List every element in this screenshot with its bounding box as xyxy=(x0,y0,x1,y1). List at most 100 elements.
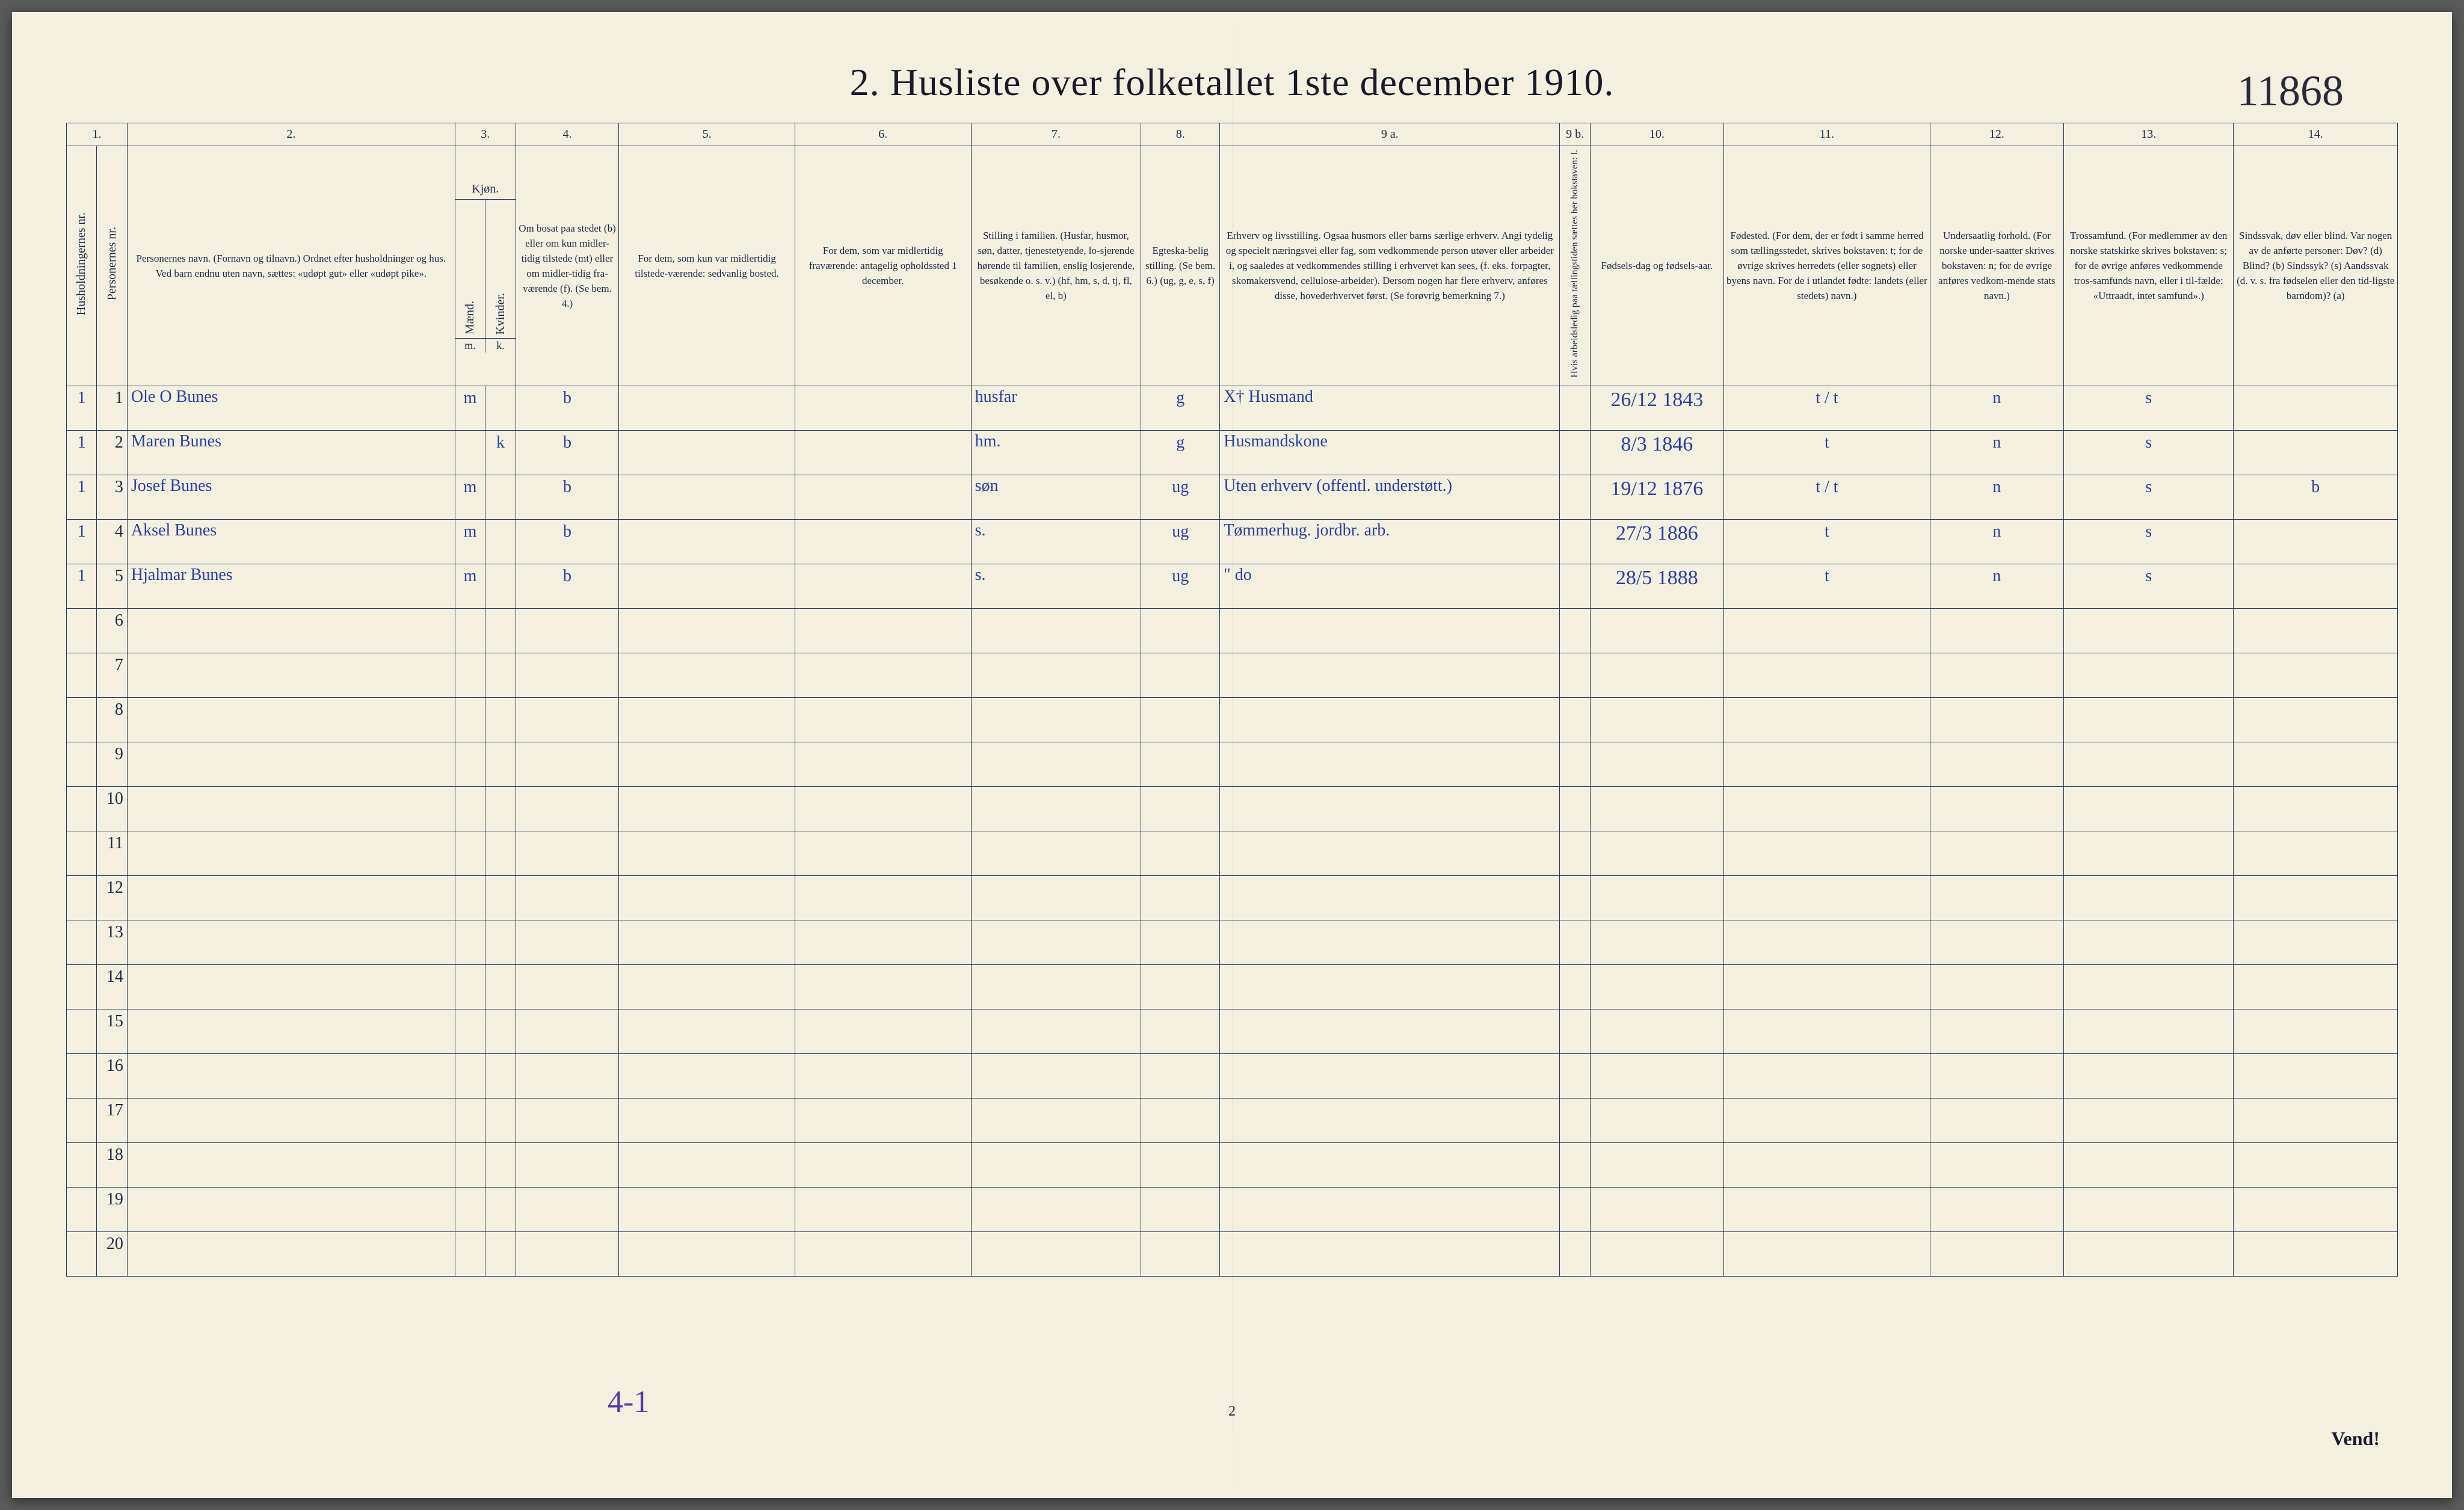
cell-residence: b xyxy=(516,386,619,430)
cell-religion xyxy=(2063,786,2234,831)
cell-family-pos xyxy=(971,742,1141,786)
cell-name xyxy=(127,653,455,697)
cell-nationality xyxy=(1930,1053,2063,1098)
cell-unemployed xyxy=(1560,697,1590,742)
cell-birthplace xyxy=(1723,875,1930,920)
hdr-occupation: Erhverv og livsstilling. Ogsaa husmors e… xyxy=(1220,146,1560,386)
column-number-row: 1. 2. 3. 4. 5. 6. 7. 8. 9 a. 9 b. 10. 11… xyxy=(67,123,2398,146)
cell-residence xyxy=(516,1187,619,1231)
table-row: 8 xyxy=(67,697,2398,742)
hdr-birthplace: Fødested. (For dem, der er født i samme … xyxy=(1723,146,1930,386)
cell-temp-present xyxy=(619,875,795,920)
cell-sex-k xyxy=(485,386,516,430)
cell-sex-k xyxy=(485,1231,516,1276)
cell-hh xyxy=(67,697,97,742)
cell-occupation: Uten erhverv (offentl. understøtt.) xyxy=(1220,475,1560,519)
cell-residence xyxy=(516,1231,619,1276)
hdr-disability: Sindssvak, døv eller blind. Var nogen av… xyxy=(2234,146,2398,386)
table-row: 15 xyxy=(67,1009,2398,1053)
cell-religion xyxy=(2063,831,2234,875)
cell-sex-m xyxy=(455,1009,485,1053)
table-row: 17 xyxy=(67,1098,2398,1142)
cell-occupation: " do xyxy=(1220,564,1560,608)
cell-birthdate: 8/3 1846 xyxy=(1590,430,1723,475)
cell-unemployed xyxy=(1560,1098,1590,1142)
cell-marital: ug xyxy=(1141,519,1220,564)
cell-sex-k xyxy=(485,831,516,875)
cell-name xyxy=(127,964,455,1009)
colnum-5: 5. xyxy=(619,123,795,146)
cell-sex-k xyxy=(485,1053,516,1098)
cell-name xyxy=(127,1098,455,1142)
cell-religion xyxy=(2063,964,2234,1009)
cell-rownum: 16 xyxy=(97,1053,127,1098)
cell-rownum: 8 xyxy=(97,697,127,742)
cell-occupation xyxy=(1220,1142,1560,1187)
cell-birthplace xyxy=(1723,653,1930,697)
table-row: 11 xyxy=(67,831,2398,875)
cell-occupation xyxy=(1220,786,1560,831)
cell-temp-present xyxy=(619,386,795,430)
cell-residence: b xyxy=(516,564,619,608)
cell-birthplace xyxy=(1723,608,1930,653)
vend-label: Vend! xyxy=(2331,1428,2380,1450)
cell-unemployed xyxy=(1560,742,1590,786)
cell-temp-present xyxy=(619,831,795,875)
cell-birthdate xyxy=(1590,1053,1723,1098)
hdr-name: Personernes navn. (Fornavn og tilnavn.) … xyxy=(127,146,455,386)
table-row: 6 xyxy=(67,608,2398,653)
cell-hh xyxy=(67,786,97,831)
cell-occupation xyxy=(1220,608,1560,653)
cell-hh xyxy=(67,653,97,697)
cell-religion xyxy=(2063,653,2234,697)
cell-family-pos xyxy=(971,1053,1141,1098)
cell-residence xyxy=(516,875,619,920)
cell-sex-k xyxy=(485,1187,516,1231)
cell-family-pos xyxy=(971,1187,1141,1231)
cell-disability xyxy=(2234,742,2398,786)
cell-religion xyxy=(2063,1187,2234,1231)
cell-unemployed xyxy=(1560,1142,1590,1187)
colnum-2: 2. xyxy=(127,123,455,146)
cell-temp-present xyxy=(619,430,795,475)
table-row: 20 xyxy=(67,1231,2398,1276)
cell-family-pos xyxy=(971,875,1141,920)
cell-nationality xyxy=(1930,697,2063,742)
cell-hh: 1 xyxy=(67,386,97,430)
cell-family-pos: s. xyxy=(971,564,1141,608)
cell-sex-k xyxy=(485,475,516,519)
cell-religion xyxy=(2063,920,2234,964)
cell-marital xyxy=(1141,742,1220,786)
colnum-6: 6. xyxy=(795,123,971,146)
cell-sex-m xyxy=(455,1187,485,1231)
table-row: 13Josef BunesmbsønugUten erhverv (offent… xyxy=(67,475,2398,519)
cell-nationality xyxy=(1930,920,2063,964)
hdr-sex: Kjøn. Mænd. Kvinder. m.k. xyxy=(455,146,516,386)
cell-family-pos xyxy=(971,1098,1141,1142)
cell-disability xyxy=(2234,1187,2398,1231)
cell-marital xyxy=(1141,1142,1220,1187)
cell-birthplace: t / t xyxy=(1723,475,1930,519)
cell-religion: s xyxy=(2063,430,2234,475)
cell-birthdate xyxy=(1590,875,1723,920)
cell-sex-m: m xyxy=(455,564,485,608)
cell-sex-m xyxy=(455,875,485,920)
cell-temp-absent xyxy=(795,964,971,1009)
cell-occupation xyxy=(1220,964,1560,1009)
cell-birthplace xyxy=(1723,786,1930,831)
cell-rownum: 12 xyxy=(97,875,127,920)
cell-hh: 1 xyxy=(67,564,97,608)
cell-rownum: 9 xyxy=(97,742,127,786)
cell-residence: b xyxy=(516,430,619,475)
cell-temp-present xyxy=(619,1187,795,1231)
cell-name xyxy=(127,1142,455,1187)
cell-birthdate xyxy=(1590,920,1723,964)
cell-birthplace: t xyxy=(1723,430,1930,475)
hdr-residence: Om bosat paa stedet (b) eller om kun mid… xyxy=(516,146,619,386)
table-row: 12Maren Buneskbhm.gHusmandskone8/3 1846t… xyxy=(67,430,2398,475)
cell-rownum: 3 xyxy=(97,475,127,519)
colnum-4: 4. xyxy=(516,123,619,146)
cell-temp-absent xyxy=(795,475,971,519)
cell-religion xyxy=(2063,875,2234,920)
cell-sex-k xyxy=(485,920,516,964)
